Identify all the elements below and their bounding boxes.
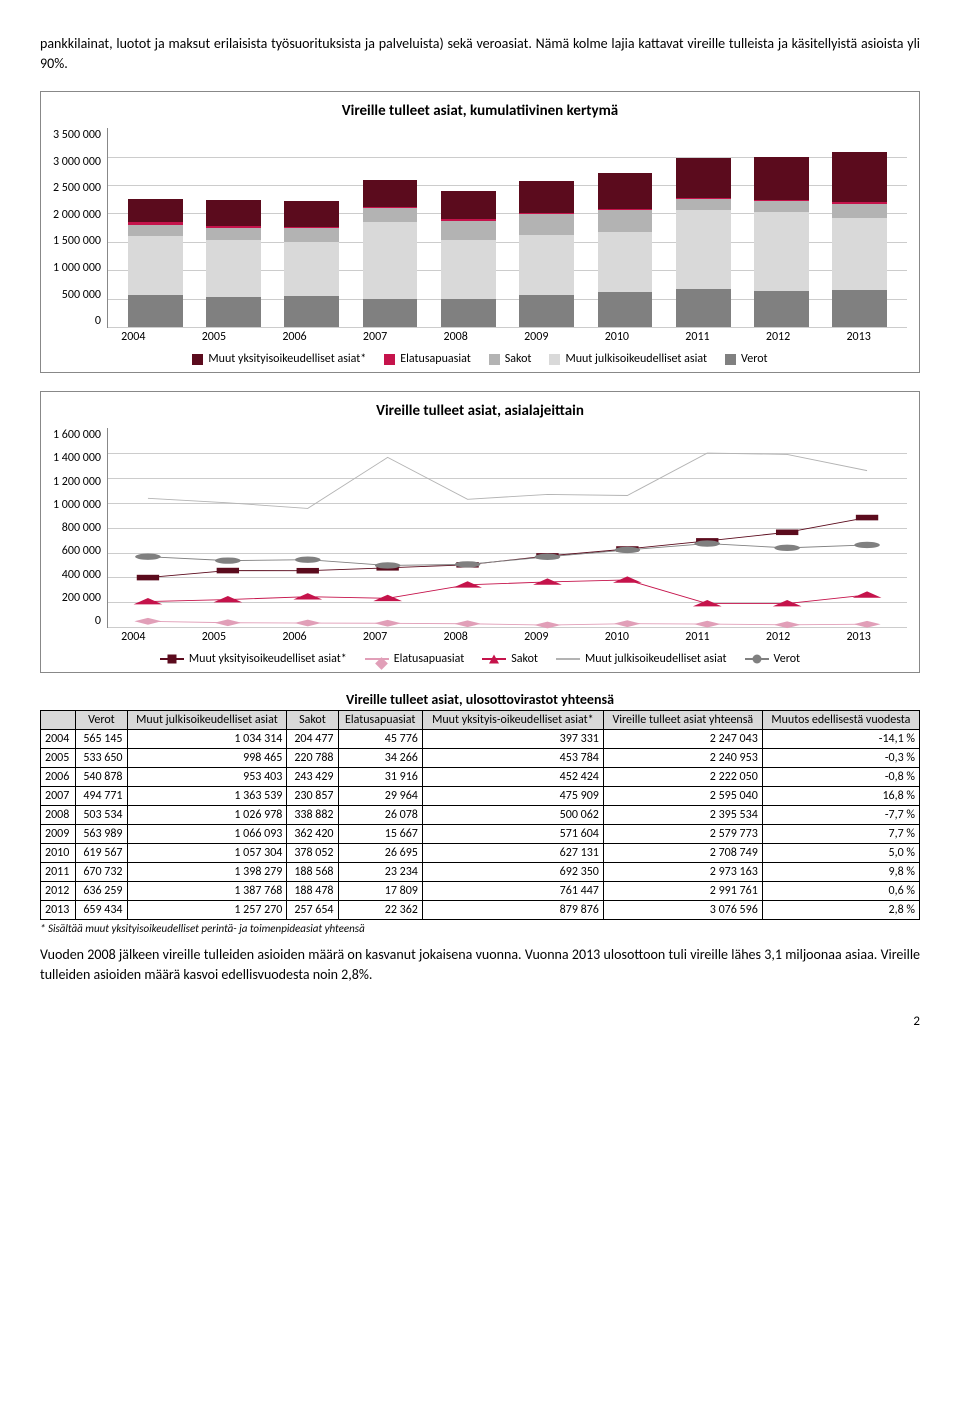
- table-title: Vireille tulleet asiat, ulosottovirastot…: [40, 691, 920, 708]
- chart2-title: Vireille tulleet asiat, asialajeittain: [53, 402, 907, 420]
- chart-cumulative: Vireille tulleet asiat, kumulatiivinen k…: [40, 91, 920, 373]
- chart1-plot: [107, 128, 907, 328]
- chart1-legend: Muut yksityisoikeudelliset asiat*Elatusa…: [53, 352, 907, 366]
- data-table: VerotMuut julkisoikeudelliset asiatSakot…: [40, 710, 920, 920]
- chart2-legend: Muut yksityisoikeudelliset asiat*Elatusa…: [53, 652, 907, 666]
- outro-paragraph: Vuoden 2008 jälkeen vireille tulleiden a…: [40, 945, 920, 984]
- chart1-y-axis: 3 500 0003 000 0002 500 0002 000 0001 50…: [53, 128, 107, 328]
- chart2-x-axis: 2004200520062007200820092010201120122013: [53, 628, 907, 644]
- intro-paragraph: pankkilainat, luotot ja maksut erilaisis…: [40, 34, 920, 73]
- chart1-title: Vireille tulleet asiat, kumulatiivinen k…: [53, 102, 907, 120]
- chart2-plot: [107, 428, 907, 628]
- chart1-x-axis: 2004200520062007200820092010201120122013: [53, 328, 907, 344]
- table-footnote: * Sisältää muut yksityisoikeudelliset pe…: [40, 922, 920, 935]
- page-number: 2: [40, 1014, 920, 1029]
- chart2-y-axis: 1 600 0001 400 0001 200 0001 000 000800 …: [53, 428, 107, 628]
- chart-by-type: Vireille tulleet asiat, asialajeittain 1…: [40, 391, 920, 673]
